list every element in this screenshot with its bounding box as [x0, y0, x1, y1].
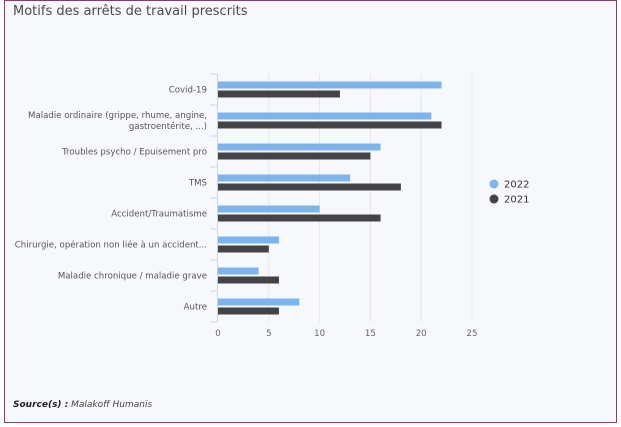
category-label: Chirurgie, opération non liée à un accid… — [15, 240, 207, 251]
category-label: Maladie chronique / maladie grave — [58, 272, 207, 282]
bar-2021 — [218, 276, 279, 284]
bar-2022 — [218, 174, 351, 182]
legend-marker-2021 — [489, 194, 499, 204]
bar-2022 — [218, 267, 259, 275]
x-tick-label: 25 — [467, 329, 478, 339]
bar-2021 — [218, 152, 371, 160]
bar-2022 — [218, 81, 442, 89]
bar-2021 — [218, 90, 340, 98]
legend-label-2021: 2021 — [504, 195, 529, 206]
category-label: gastroentérite, ...) — [129, 121, 207, 132]
x-tick-label: 15 — [365, 329, 376, 339]
x-tick-label: 5 — [266, 329, 271, 339]
bar-2021 — [218, 121, 442, 129]
bar-2022 — [218, 112, 432, 120]
grid-lines — [210, 73, 473, 323]
chart-title: Motifs des arrêts de travail prescrits — [13, 4, 248, 19]
category-label: Maladie ordinaire (grippe, rhume, angine… — [28, 111, 207, 121]
bars — [218, 81, 442, 315]
source-value: Malakoff Humanis — [71, 400, 153, 410]
source-note: Source(s) : Malakoff Humanis — [13, 400, 152, 410]
legend-marker-2022 — [489, 179, 499, 189]
bar-2022 — [218, 143, 381, 151]
bar-2021 — [218, 183, 401, 191]
legend-label-2022: 2022 — [504, 180, 529, 191]
bar-2022 — [218, 236, 279, 244]
x-tick-label: 0 — [215, 329, 220, 339]
bar-2021 — [218, 245, 269, 253]
bar-2022 — [218, 298, 300, 306]
x-tick-label: 20 — [416, 329, 427, 339]
bar-2022 — [218, 205, 320, 213]
x-tick-label: 10 — [314, 329, 325, 339]
legend: 2022 2021 — [489, 179, 529, 206]
source-label: Source(s) : — [13, 400, 69, 410]
category-label: TMS — [188, 179, 207, 189]
category-label: Autre — [184, 303, 207, 313]
bar-2021 — [218, 214, 381, 222]
category-labels: Covid-19 Maladie ordinaire (grippe, rhume… — [15, 86, 207, 313]
category-label: Accident/Traumatisme — [111, 210, 207, 220]
bar-2021 — [218, 307, 279, 315]
category-label: Covid-19 — [169, 86, 207, 96]
category-label: Troubles psycho / Epuisement pro — [61, 148, 207, 158]
x-axis-tick-labels: 0 5 10 15 20 25 — [215, 329, 477, 339]
